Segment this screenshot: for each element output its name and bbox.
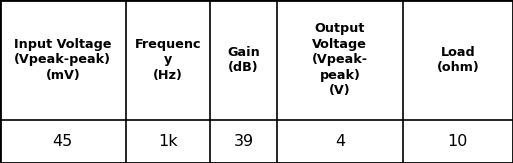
Text: Frequenc
y
(Hz): Frequenc y (Hz) (135, 38, 201, 82)
Text: 39: 39 (233, 134, 254, 149)
Text: 1k: 1k (158, 134, 178, 149)
Text: Input Voltage
(Vpeak-peak)
(mV): Input Voltage (Vpeak-peak) (mV) (14, 38, 112, 82)
Text: 4: 4 (335, 134, 345, 149)
Text: 10: 10 (448, 134, 468, 149)
Text: Output
Voltage
(Vpeak-
peak)
(V): Output Voltage (Vpeak- peak) (V) (312, 22, 368, 97)
Text: 45: 45 (53, 134, 73, 149)
Text: Load
(ohm): Load (ohm) (437, 46, 479, 74)
Text: Gain
(dB): Gain (dB) (227, 46, 260, 74)
